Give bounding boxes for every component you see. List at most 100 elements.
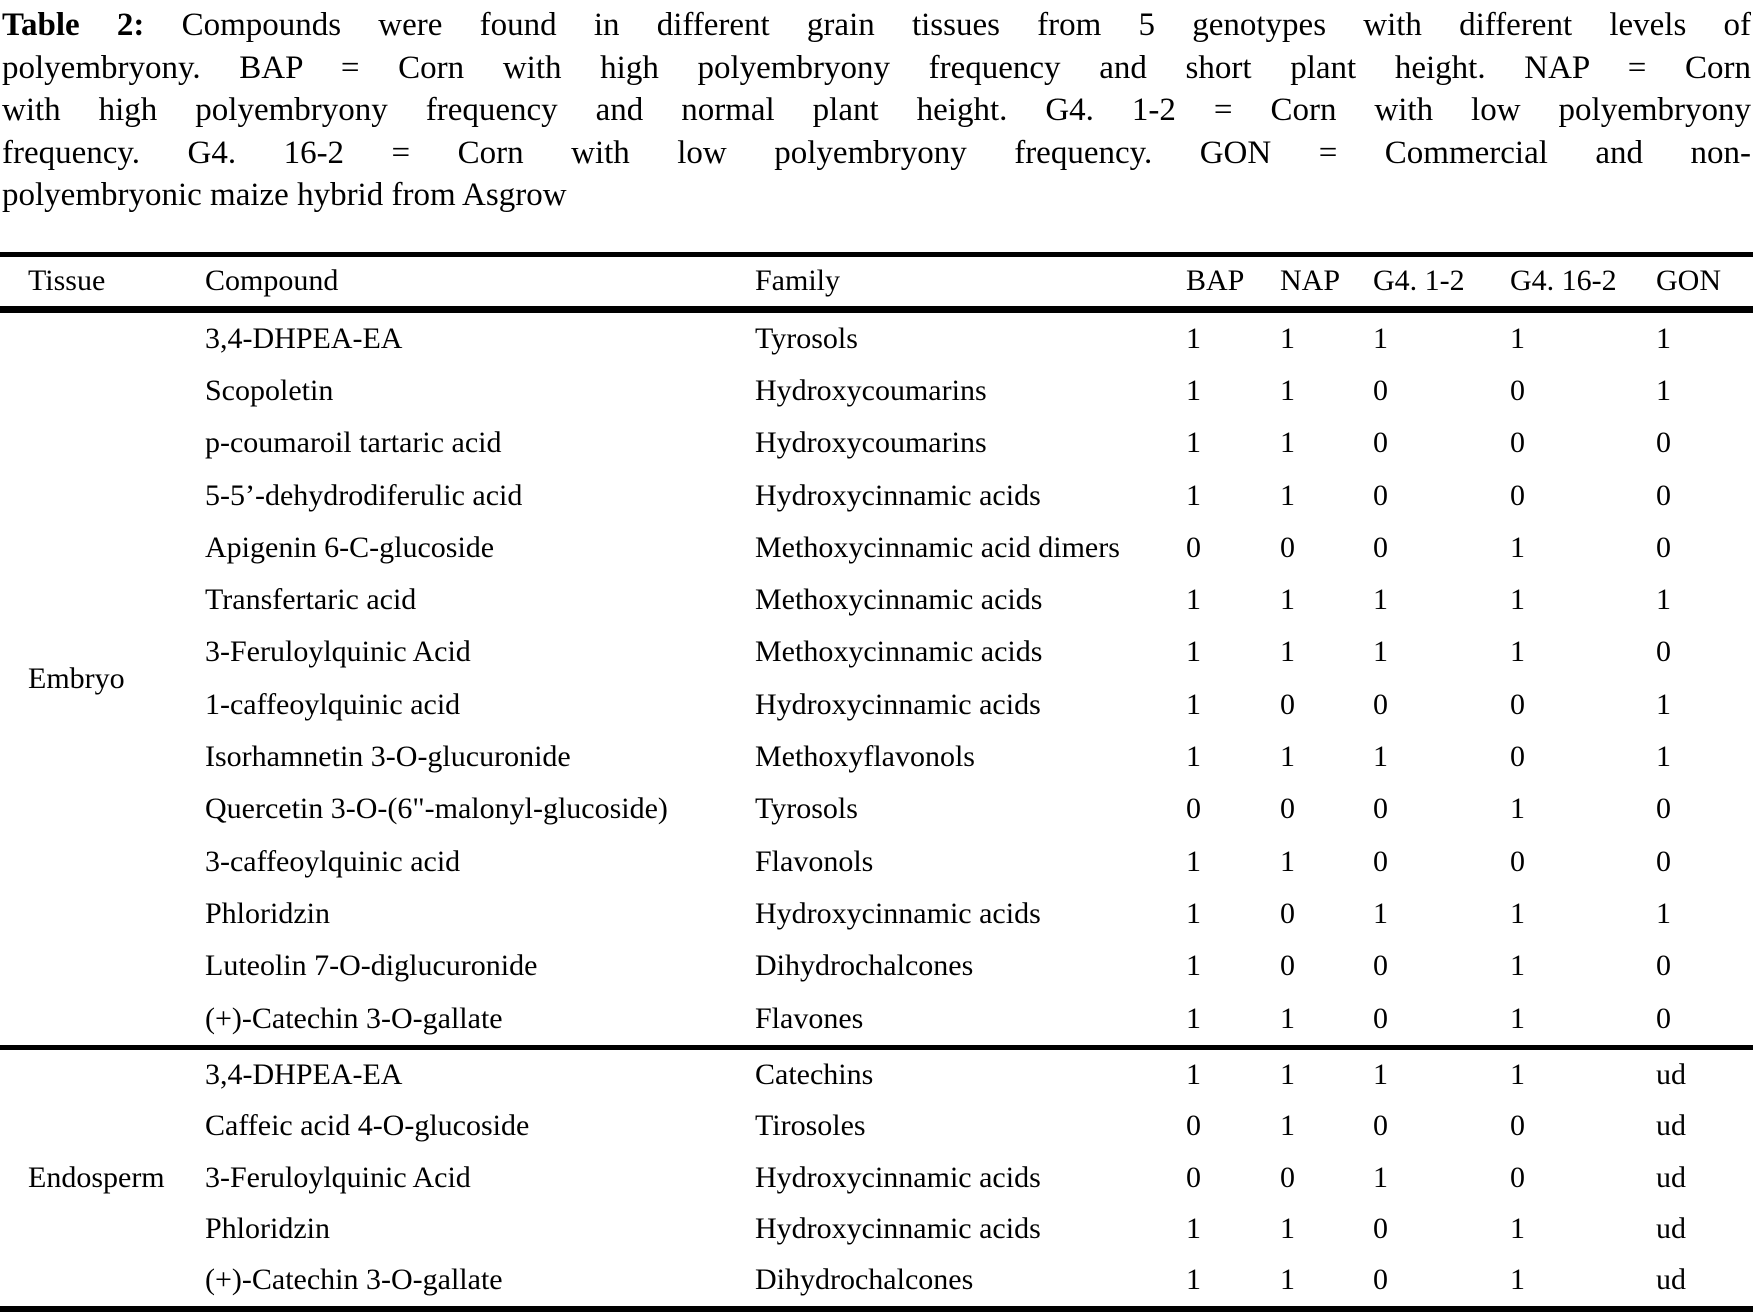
value-cell: 1 xyxy=(1186,635,1201,669)
caption-line: with high polyembryony frequency and nor… xyxy=(2,92,1751,128)
column-header-gon: GON xyxy=(1656,264,1721,297)
caption-line: Table 2: Compounds were found in differe… xyxy=(2,4,1751,47)
table-row: Caffeic acid 4-O-glucoside Tirosoles 0 1 0 0 u… xyxy=(0,1101,1753,1152)
table-caption: Table 2: Compounds were found in differe… xyxy=(0,0,1753,217)
value-cell: 0 xyxy=(1280,949,1295,983)
value-cell: 0 xyxy=(1186,530,1201,564)
value-cell: 1 xyxy=(1373,583,1388,617)
value-cell: ud xyxy=(1656,1058,1686,1092)
value-cell: 1 xyxy=(1510,530,1525,564)
table-row: Transfertaric acid Methoxycinnamic acids 1… xyxy=(0,574,1753,626)
value-cell: 1 xyxy=(1373,896,1388,930)
value-cell: 0 xyxy=(1656,844,1671,878)
table-row: 3-Feruloylquinic Acid Methoxycinnamic aci… xyxy=(0,626,1753,678)
compound-cell: Luteolin 7-O-diglucuronide xyxy=(205,949,538,983)
value-cell: 1 xyxy=(1280,1109,1295,1143)
table-row: 3,4-DHPEA-EA Catechins 1 1 1 1 ud xyxy=(0,1050,1753,1101)
compound-cell: Phloridzin xyxy=(205,1211,330,1245)
value-cell: 0 xyxy=(1373,426,1388,460)
family-cell: Tirosoles xyxy=(755,1109,866,1143)
value-cell: 1 xyxy=(1280,844,1295,878)
value-cell: ud xyxy=(1656,1160,1686,1194)
value-cell: 1 xyxy=(1510,583,1525,617)
value-cell: 0 xyxy=(1510,426,1525,460)
value-cell: 1 xyxy=(1186,1058,1201,1092)
value-cell: 1 xyxy=(1280,373,1295,407)
value-cell: 0 xyxy=(1280,896,1295,930)
value-cell: 1 xyxy=(1510,792,1525,826)
family-cell: Flavones xyxy=(755,1001,864,1035)
value-cell: 1 xyxy=(1186,949,1201,983)
value-cell: 0 xyxy=(1373,687,1388,721)
value-cell: 1 xyxy=(1186,1211,1201,1245)
value-cell: 1 xyxy=(1373,321,1388,355)
compound-cell: (+)-Catechin 3-O-gallate xyxy=(205,1263,503,1296)
table-row: 1-caffeoylquinic acid Hydroxycinnamic aci… xyxy=(0,679,1753,731)
family-cell: Hydroxycoumarins xyxy=(755,426,987,460)
value-cell: 1 xyxy=(1186,1263,1201,1296)
value-cell: 1 xyxy=(1656,896,1671,930)
value-cell: 0 xyxy=(1373,373,1388,407)
compound-cell: Transfertaric acid xyxy=(205,583,417,617)
table-row: Luteolin 7-O-diglucuronide Dihydrochalcon… xyxy=(0,940,1753,992)
table-header-rule xyxy=(0,305,1753,313)
value-cell: 0 xyxy=(1510,373,1525,407)
value-cell: 0 xyxy=(1186,1160,1201,1194)
value-cell: 0 xyxy=(1373,792,1388,826)
table-header-row: Tissue Compound Family BAP NAP G4. 1-2 G… xyxy=(0,257,1753,306)
compound-cell: Apigenin 6-C-glucoside xyxy=(205,530,495,564)
value-cell: 1 xyxy=(1510,1263,1525,1296)
column-header-g4-16-2: G4. 16-2 xyxy=(1510,264,1617,297)
family-cell: Dihydrochalcones xyxy=(755,1263,974,1296)
family-cell: Methoxycinnamic acids xyxy=(755,583,1043,617)
family-cell: Methoxycinnamic acids xyxy=(755,635,1043,669)
caption-line: polyembryonic maize hybrid from Asgrow xyxy=(2,177,567,213)
value-cell: 1 xyxy=(1656,373,1671,407)
family-cell: Hydroxycinnamic acids xyxy=(755,478,1041,512)
value-cell: 1 xyxy=(1510,1001,1525,1035)
value-cell: 1 xyxy=(1656,583,1671,617)
value-cell: 0 xyxy=(1186,1109,1201,1143)
column-header-compound: Compound xyxy=(205,264,339,297)
compound-cell: 1-caffeoylquinic acid xyxy=(205,687,461,721)
table-row: Apigenin 6-C-glucoside Methoxycinnamic ac… xyxy=(0,522,1753,574)
value-cell: 0 xyxy=(1656,792,1671,826)
table-top-rule xyxy=(0,251,1753,257)
value-cell: 0 xyxy=(1656,949,1671,983)
value-cell: 1 xyxy=(1186,1001,1201,1035)
table-row: (+)-Catechin 3-O-gallate Flavones 1 1 0 1 0 xyxy=(0,992,1753,1044)
column-header-tissue: Tissue xyxy=(28,264,106,297)
value-cell: 1 xyxy=(1656,321,1671,355)
tissue-group-endosperm: Endosperm 3,4-DHPEA-EA Catechins 1 1 1 1 ud Caff… xyxy=(0,1050,1753,1306)
value-cell: 1 xyxy=(1373,1058,1388,1092)
column-header-g4-1-2: G4. 1-2 xyxy=(1373,264,1465,297)
value-cell: 0 xyxy=(1186,792,1201,826)
caption-line: frequency. G4. 16-2 = Corn with low poly… xyxy=(2,134,1751,171)
table-row: Quercetin 3-O-(6"-malonyl-glucoside) Tyro… xyxy=(0,783,1753,835)
column-header-nap: NAP xyxy=(1280,264,1341,297)
value-cell: ud xyxy=(1656,1211,1686,1245)
compound-cell: 3-caffeoylquinic acid xyxy=(205,844,461,878)
value-cell: 0 xyxy=(1510,1109,1525,1143)
value-cell: 0 xyxy=(1373,1211,1388,1245)
value-cell: 1 xyxy=(1510,896,1525,930)
value-cell: 1 xyxy=(1280,635,1295,669)
family-cell: Methoxyflavonols xyxy=(755,740,975,774)
value-cell: 1 xyxy=(1186,844,1201,878)
value-cell: 1 xyxy=(1510,1211,1525,1245)
value-cell: 0 xyxy=(1373,530,1388,564)
value-cell: 1 xyxy=(1280,740,1295,774)
value-cell: 1 xyxy=(1510,321,1525,355)
compound-cell: p-coumaroil tartaric acid xyxy=(205,426,502,460)
compound-cell: (+)-Catechin 3-O-gallate xyxy=(205,1001,503,1035)
value-cell: 0 xyxy=(1510,687,1525,721)
value-cell: 0 xyxy=(1656,530,1671,564)
value-cell: 1 xyxy=(1280,426,1295,460)
compound-cell: Caffeic acid 4-O-glucoside xyxy=(205,1109,530,1143)
value-cell: 1 xyxy=(1373,740,1388,774)
value-cell: 0 xyxy=(1280,530,1295,564)
column-header-bap: BAP xyxy=(1186,264,1245,297)
column-header-family: Family xyxy=(755,264,841,297)
compound-cell: 3,4-DHPEA-EA xyxy=(205,321,403,355)
